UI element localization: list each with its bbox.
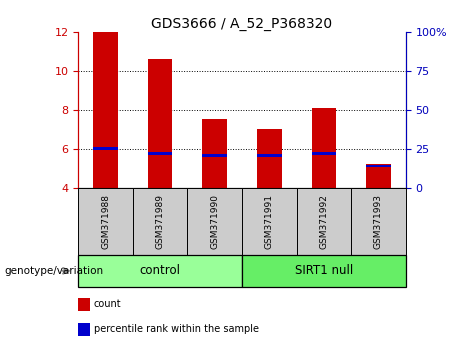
Text: GSM371991: GSM371991	[265, 194, 274, 249]
Text: GSM371989: GSM371989	[156, 194, 165, 249]
Text: control: control	[140, 264, 181, 277]
Bar	[312, 108, 336, 188]
Bar	[312, 152, 336, 155]
Bar	[202, 154, 227, 157]
Bar	[257, 129, 282, 188]
Bar	[148, 152, 172, 155]
Text: GSM371993: GSM371993	[374, 194, 383, 249]
Bar	[94, 147, 118, 150]
Bar	[366, 165, 390, 167]
Bar	[94, 32, 118, 188]
Bar	[257, 154, 282, 157]
Bar	[148, 59, 172, 188]
Text: count: count	[94, 299, 121, 309]
Text: GSM371990: GSM371990	[210, 194, 219, 249]
Bar	[366, 164, 390, 188]
Text: GSM371988: GSM371988	[101, 194, 110, 249]
Title: GDS3666 / A_52_P368320: GDS3666 / A_52_P368320	[152, 17, 332, 31]
Text: percentile rank within the sample: percentile rank within the sample	[94, 324, 259, 334]
Text: genotype/variation: genotype/variation	[5, 266, 104, 276]
Bar	[202, 120, 227, 188]
Text: GSM371992: GSM371992	[319, 194, 328, 249]
Text: SIRT1 null: SIRT1 null	[295, 264, 353, 277]
